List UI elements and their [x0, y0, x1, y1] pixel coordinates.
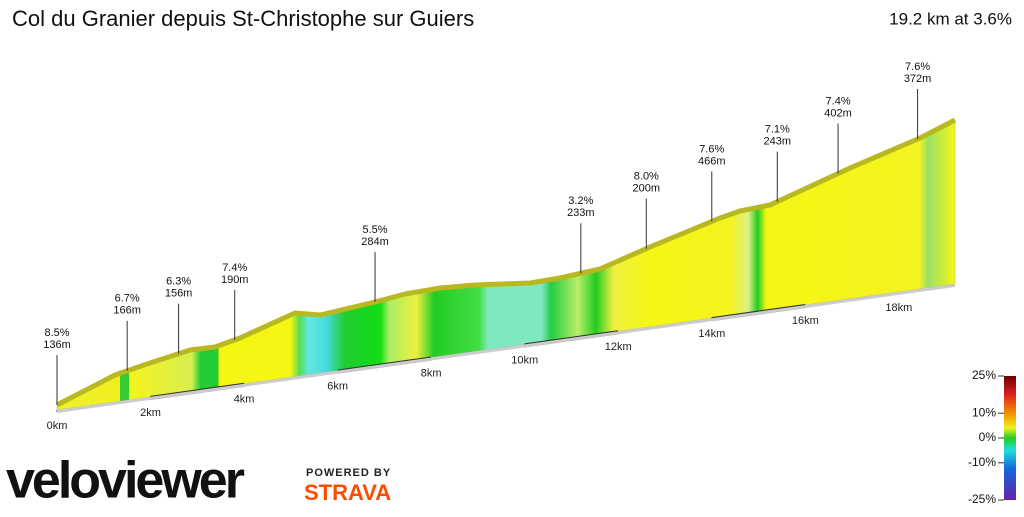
scale-tick-label: 0%	[979, 430, 997, 444]
x-tick-label: 12km	[605, 341, 632, 353]
scale-tick-label: -10%	[968, 455, 996, 469]
annotation-length: 200m	[633, 183, 661, 195]
profile-ridge	[55, 117, 957, 408]
title: Col du Granier depuis St-Christophe sur …	[12, 6, 474, 31]
annotation-length: 466m	[698, 155, 726, 167]
annotation-gradient: 6.7%	[115, 293, 140, 305]
annotation-length: 166m	[113, 305, 141, 317]
x-tick-label: 10km	[511, 354, 538, 366]
annotation-gradient: 7.4%	[222, 262, 247, 274]
x-tick-label: 2km	[140, 407, 161, 419]
color-scale	[1004, 376, 1016, 500]
annotation-gradient: 7.6%	[905, 61, 930, 73]
x-tick-label: 8km	[421, 367, 442, 379]
annotation-gradient: 3.2%	[568, 195, 593, 207]
annotation-length: 243m	[764, 136, 792, 148]
annotation-gradient: 7.1%	[765, 124, 790, 136]
annotation-gradient: 8.5%	[44, 327, 69, 339]
scale-tick-label: 25%	[972, 368, 996, 382]
x-tick-label: 18km	[885, 302, 912, 314]
color-scale-ticks: 25% 10% 0% -10% -25%	[968, 368, 1004, 506]
annotation-gradient: 5.5%	[363, 224, 388, 236]
annotation-length: 372m	[904, 73, 932, 85]
annotation-length: 156m	[165, 288, 193, 300]
annotation-length: 284m	[361, 236, 389, 248]
scale-tick-label: -25%	[968, 492, 996, 506]
annotations: 8.5%136m6.7%166m6.3%156m7.4%190m5.5%284m…	[43, 61, 931, 405]
annotation-gradient: 6.3%	[166, 276, 191, 288]
logo: veloviewer	[6, 452, 245, 510]
scale-tick-label: 10%	[972, 405, 996, 419]
powered-by: POWERED BY	[306, 467, 391, 479]
x-tick-label: 14km	[698, 328, 725, 340]
annotation-length: 190m	[221, 274, 249, 286]
x-tick-label: 6km	[327, 381, 348, 393]
profile	[56, 119, 956, 411]
annotation-length: 233m	[567, 207, 595, 219]
x-tick-label: 0km	[47, 420, 68, 432]
annotation-gradient: 7.6%	[699, 143, 724, 155]
annotation-length: 136m	[43, 339, 71, 351]
strava: STRAVA	[304, 480, 391, 505]
x-tick-label: 16km	[792, 315, 819, 327]
road-base	[57, 284, 955, 413]
annotation-gradient: 8.0%	[634, 171, 659, 183]
annotation-gradient: 7.4%	[826, 95, 851, 107]
annotation-length: 402m	[824, 107, 852, 119]
x-tick-label: 4km	[234, 394, 255, 406]
summary: 19.2 km at 3.6%	[889, 9, 1012, 28]
